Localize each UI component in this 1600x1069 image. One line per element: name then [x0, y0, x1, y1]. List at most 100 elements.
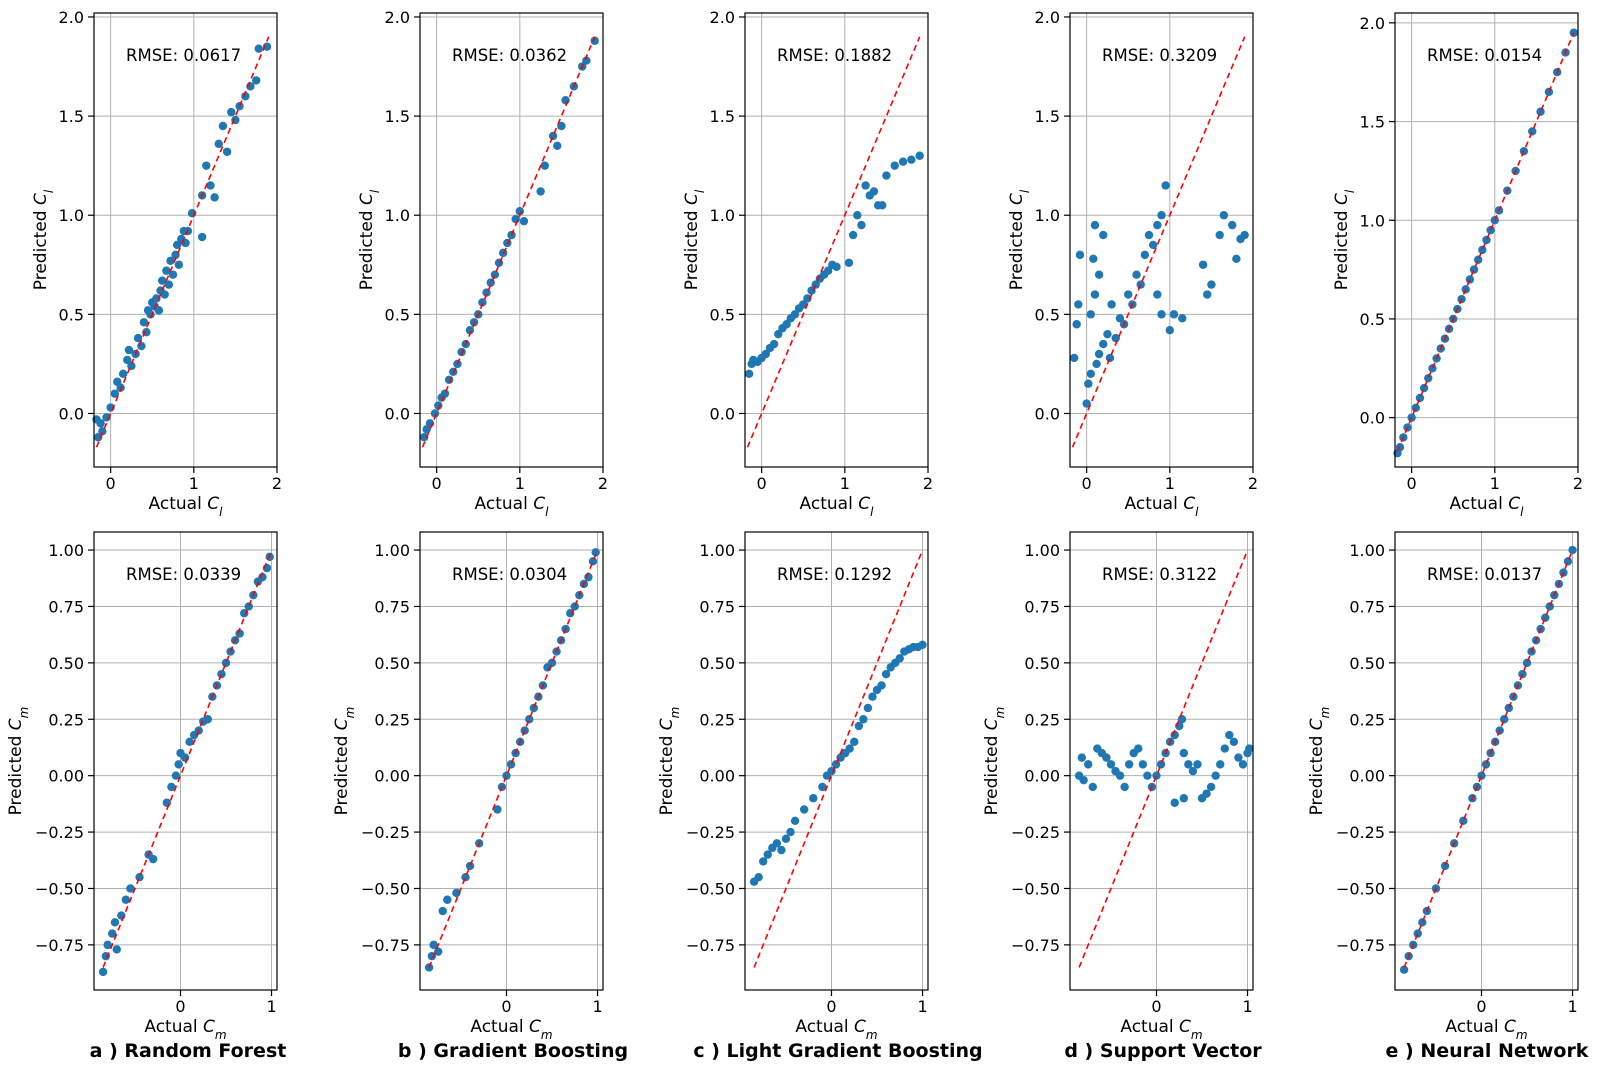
scatter-point	[519, 216, 529, 226]
y-tick-label: −0.25	[686, 823, 735, 842]
scatter-point	[465, 326, 475, 335]
scatter-point	[890, 161, 899, 170]
axis-label-text: Actual	[1125, 494, 1184, 514]
scatter-point	[1500, 715, 1509, 724]
scatter-point	[868, 692, 877, 701]
x-tick-label: 1	[917, 997, 927, 1016]
y-axis-label: Predicted Cm	[332, 707, 357, 816]
x-tick-label: 1	[1242, 997, 1252, 1016]
subplot-caption: b ) Gradient Boosting	[398, 1040, 628, 1062]
scatter-point	[139, 318, 149, 327]
y-tick-label: 0.0	[1035, 404, 1060, 423]
scatter-point	[235, 629, 244, 638]
scatter-point	[1132, 270, 1141, 279]
scatter-point	[1140, 250, 1150, 260]
scatter-point	[1240, 230, 1249, 240]
rmse-annotation: RMSE: 0.0617	[126, 46, 241, 65]
x-tick-label: 2	[598, 474, 608, 493]
axis-label-symbol: C	[1007, 193, 1027, 205]
scatter-point	[823, 266, 833, 275]
y-tick-label: 0.0	[1360, 409, 1385, 428]
scatter-point	[241, 92, 250, 101]
scatter-point	[218, 121, 228, 131]
scatter-point	[1229, 737, 1239, 747]
scatter-point	[548, 131, 558, 141]
scatter-point	[465, 861, 475, 871]
scatter-point	[1536, 107, 1545, 116]
scatter-point	[1170, 798, 1179, 807]
axis-label-text: Predicted	[31, 205, 51, 290]
axis-label-subscript: l	[42, 189, 56, 193]
scatter-point	[845, 744, 854, 753]
y-tick-label: −0.25	[35, 823, 84, 842]
rmse-annotation: RMSE: 0.0339	[126, 565, 241, 584]
scatter-point	[809, 794, 818, 803]
y-tick-label: −0.50	[1336, 879, 1385, 898]
scatter-point	[1545, 602, 1554, 611]
scatter-point	[160, 290, 169, 299]
scatter-point	[1094, 349, 1104, 359]
axis-label-symbol: C	[203, 1017, 215, 1037]
y-tick-label: 2.0	[385, 8, 410, 27]
plot-frame	[1069, 531, 1254, 991]
scatter-point	[918, 640, 927, 650]
scatter-point	[1234, 753, 1243, 762]
scatter-point	[761, 349, 770, 359]
scatter-point	[171, 771, 181, 780]
y-tick-label: 0.75	[48, 597, 84, 616]
scatter-point	[1465, 275, 1475, 284]
scatter-point	[1086, 369, 1095, 379]
x-tick-label: 2	[272, 474, 282, 493]
scatter-point	[861, 181, 870, 190]
axis-label-subscript: l	[368, 189, 382, 193]
scatter-point	[1148, 240, 1158, 250]
scatter-point	[1469, 265, 1479, 274]
scatter-point	[1086, 310, 1095, 319]
y-tick-label: 0.75	[1349, 597, 1385, 616]
scatter-point	[877, 681, 886, 690]
ideal-fit-line	[95, 36, 270, 448]
scatter-point	[110, 389, 119, 398]
scatter-point	[1440, 861, 1450, 871]
axis-label-text: Predicted	[1332, 205, 1352, 290]
x-axis-label: Actual Cm	[795, 1017, 877, 1042]
scatter-point	[98, 967, 108, 977]
scatter-point	[1424, 373, 1433, 383]
scatter-point	[863, 703, 873, 713]
y-tick-label: 1.0	[1035, 206, 1060, 225]
x-axis-label: Actual Cm	[1445, 1017, 1527, 1042]
scatter-point	[1161, 181, 1170, 190]
scatter-point	[162, 798, 172, 807]
x-axis-label: Actual Cm	[144, 1017, 226, 1042]
scatter-point	[1106, 760, 1116, 769]
scatter-point	[1238, 760, 1248, 769]
y-tick-label: 0.0	[385, 404, 410, 423]
scatter-point	[844, 258, 854, 267]
subplot-cm-support-vector: 0 1 −0.75 −0.50 −0.25 0.00 0.25 0.50 0.75 1.00 RMS…	[982, 531, 1254, 1042]
scatter-point	[146, 310, 155, 319]
y-tick-label: 0.50	[699, 654, 735, 673]
scatter-point	[152, 294, 161, 303]
scatter-point	[848, 230, 858, 240]
axis-label-subscript: m	[1516, 1028, 1528, 1042]
y-tick-label: 1.0	[710, 206, 735, 225]
plot-frame	[419, 12, 604, 468]
scatter-point	[1105, 353, 1115, 363]
y-tick-label: −0.25	[361, 823, 410, 842]
scatter-point	[162, 266, 171, 275]
rmse-annotation: RMSE: 0.3209	[1102, 46, 1217, 65]
scatter-point	[1407, 413, 1416, 422]
scatter-point	[124, 345, 134, 355]
axis-label-text: Predicted	[332, 730, 352, 815]
scatter-point	[547, 658, 557, 668]
scatter-point	[135, 872, 144, 882]
scatter-point	[799, 805, 809, 814]
scatter-point	[1124, 290, 1133, 299]
scatter-point	[898, 157, 908, 166]
y-tick-label: 2.0	[59, 8, 84, 27]
y-tick-label: 0.5	[59, 305, 84, 324]
y-tick-label: 1.5	[710, 107, 735, 126]
scatter-point	[1245, 744, 1254, 753]
x-tick-label: 2	[1573, 474, 1583, 493]
scatter-point	[1473, 255, 1483, 264]
